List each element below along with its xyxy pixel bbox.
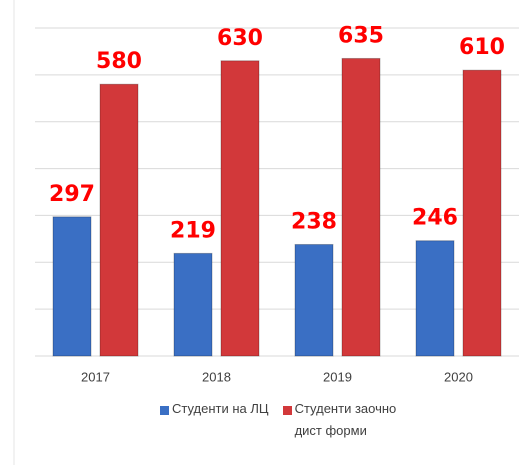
bar bbox=[220, 60, 260, 357]
bar bbox=[99, 83, 139, 357]
bar bbox=[173, 252, 213, 357]
data-label: 219 bbox=[170, 218, 216, 243]
bar bbox=[52, 216, 92, 357]
bar bbox=[462, 69, 502, 357]
x-tick-label: 2020 bbox=[444, 369, 473, 384]
legend-item: Студенти заочно дист форми bbox=[282, 401, 405, 442]
legend-label: Студенти на ЛЦ bbox=[172, 401, 269, 416]
legend-label: Студенти заочно дист форми bbox=[294, 401, 397, 438]
data-label: 246 bbox=[412, 206, 458, 231]
data-label: 610 bbox=[459, 35, 505, 60]
x-tick-label: 2017 bbox=[81, 369, 110, 384]
legend-swatch bbox=[282, 406, 292, 415]
x-tick-label: 2018 bbox=[202, 369, 231, 384]
data-label: 630 bbox=[217, 26, 263, 51]
x-tick-label: 2019 bbox=[323, 369, 352, 384]
bar bbox=[341, 57, 381, 357]
legend-swatch bbox=[160, 406, 169, 415]
bar bbox=[294, 243, 334, 357]
legend: Студенти на ЛЦ Студенти заочно дист форми bbox=[160, 401, 405, 442]
data-label: 635 bbox=[338, 23, 384, 48]
data-label: 297 bbox=[49, 182, 95, 207]
data-label: 580 bbox=[96, 49, 142, 74]
legend-item: Студенти на ЛЦ bbox=[160, 401, 269, 442]
data-label: 238 bbox=[291, 209, 337, 234]
bar bbox=[415, 240, 455, 357]
